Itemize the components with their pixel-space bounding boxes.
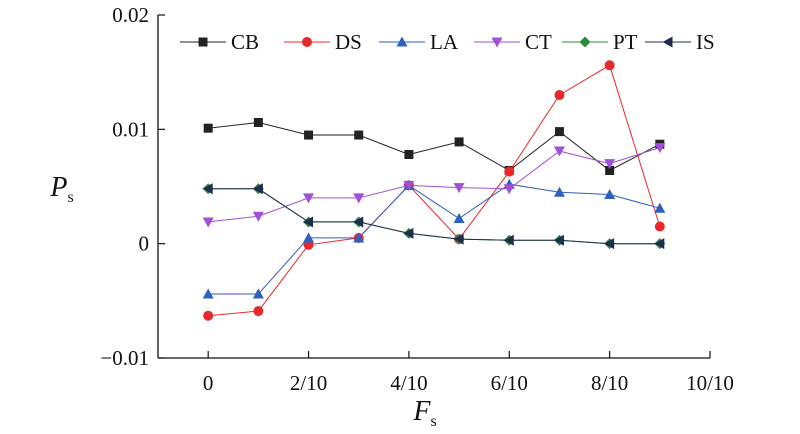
series-pt xyxy=(202,183,666,250)
x-tick-label: 4/10 xyxy=(390,371,427,395)
x-tick-label: 6/10 xyxy=(491,371,528,395)
y-tick-label: 0.01 xyxy=(112,117,149,141)
series-la-point xyxy=(553,186,565,197)
series-ds-point xyxy=(253,306,264,317)
series-is-point xyxy=(353,216,364,228)
legend-label-ct: CT xyxy=(525,30,552,54)
legend-label-is: IS xyxy=(696,30,715,54)
series-la-point xyxy=(353,232,365,243)
series-is-point xyxy=(303,216,314,228)
series-la-point xyxy=(604,189,616,200)
axes: −0.01 0 0.01 0.02 0 2/10 4/10 6/10 8/10 10/10 xyxy=(100,3,734,395)
series-is-point xyxy=(202,183,213,195)
series-cb xyxy=(203,117,665,175)
x-axis-label-subscript: s xyxy=(430,413,436,430)
legend-label-la: LA xyxy=(430,30,459,54)
series-cb-point xyxy=(554,127,564,137)
series-cb-point xyxy=(454,137,464,147)
series-ct-point xyxy=(503,184,515,195)
series-ct-point xyxy=(403,180,415,191)
series-ct-point xyxy=(353,193,365,204)
series-cb-point xyxy=(354,130,364,140)
legend-marker-ct xyxy=(491,37,503,48)
legend: CB DS LA CT PT IS xyxy=(180,30,715,54)
series-is-point xyxy=(403,227,414,239)
series-group xyxy=(202,60,666,321)
series-ds xyxy=(203,60,665,321)
legend-label-ds: DS xyxy=(335,30,362,54)
legend-marker-pt xyxy=(579,36,591,48)
series-ct-point xyxy=(654,143,666,154)
y-tick-label: 0.02 xyxy=(112,3,149,27)
series-cb-point xyxy=(253,117,263,127)
legend-marker-ds xyxy=(302,37,312,47)
legend-item-pt: PT xyxy=(562,30,638,54)
y-tick-label: 0 xyxy=(139,232,150,256)
series-pt-line xyxy=(208,188,660,245)
series-ds-point xyxy=(203,310,214,321)
legend-marker-la xyxy=(396,36,408,47)
legend-item-ct: CT xyxy=(474,30,552,54)
series-ct-point xyxy=(553,146,565,157)
series-is-point xyxy=(252,183,263,195)
x-axis-label-main: F xyxy=(412,396,431,427)
y-axis-label: Ps xyxy=(49,172,73,206)
y-tick-label: −0.01 xyxy=(100,346,149,370)
series-la-point xyxy=(202,288,214,299)
y-axis-label-subscript: s xyxy=(67,189,73,206)
x-tick-label: 10/10 xyxy=(686,371,734,395)
legend-item-is: IS xyxy=(645,30,715,54)
series-ct-point xyxy=(453,183,465,194)
series-la-point xyxy=(453,213,465,224)
legend-marker-is xyxy=(662,36,673,48)
series-ds-point xyxy=(504,166,515,177)
y-axis-label-main: P xyxy=(49,172,67,203)
legend-marker-cb xyxy=(198,37,208,47)
series-ds-point xyxy=(554,90,565,101)
legend-item-cb: CB xyxy=(180,30,259,54)
x-tick-label: 8/10 xyxy=(591,371,628,395)
series-cb-point xyxy=(605,165,615,175)
series-la xyxy=(202,178,666,299)
series-ct-point xyxy=(252,211,264,222)
series-is-point xyxy=(553,234,564,246)
series-cb-point xyxy=(404,149,414,159)
series-ct-line xyxy=(208,147,660,223)
series-is-point xyxy=(503,234,514,246)
legend-item-la: LA xyxy=(379,30,459,54)
series-la-point xyxy=(654,202,666,213)
series-cb-point xyxy=(203,123,213,133)
series-cb-point xyxy=(304,130,314,140)
series-ct-point xyxy=(202,217,214,228)
series-la-point xyxy=(252,288,264,299)
series-cb-line xyxy=(208,121,661,172)
series-la-line xyxy=(208,183,660,295)
legend-label-cb: CB xyxy=(231,30,259,54)
legend-item-ds: DS xyxy=(284,30,362,54)
series-ct xyxy=(202,143,666,228)
series-is-point xyxy=(604,238,615,250)
series-ds-line xyxy=(208,64,661,317)
series-la-point xyxy=(303,232,315,243)
series-ct-point xyxy=(303,193,315,204)
series-ds-point xyxy=(604,60,615,71)
series-is xyxy=(202,183,665,250)
series-ct-point xyxy=(604,159,616,170)
x-tick-label: 0 xyxy=(203,371,214,395)
series-is-point xyxy=(654,238,665,250)
x-tick-label: 2/10 xyxy=(290,371,327,395)
series-ds-point xyxy=(654,221,665,232)
x-axis-label: Fs xyxy=(412,396,436,430)
series-is-line xyxy=(208,188,660,245)
legend-label-pt: PT xyxy=(613,30,638,54)
series-is-point xyxy=(453,233,464,245)
